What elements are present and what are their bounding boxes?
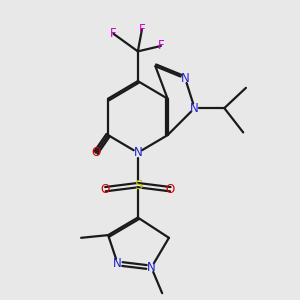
Text: F: F — [110, 27, 117, 40]
Text: N: N — [190, 102, 199, 115]
Text: N: N — [113, 257, 122, 270]
Text: N: N — [147, 261, 156, 274]
Text: N: N — [181, 72, 190, 85]
Text: N: N — [134, 146, 142, 159]
Text: O: O — [166, 183, 175, 196]
Text: O: O — [91, 146, 101, 159]
Text: O: O — [101, 183, 110, 196]
Text: S: S — [134, 178, 142, 192]
Text: F: F — [158, 40, 164, 52]
Text: F: F — [139, 23, 145, 36]
